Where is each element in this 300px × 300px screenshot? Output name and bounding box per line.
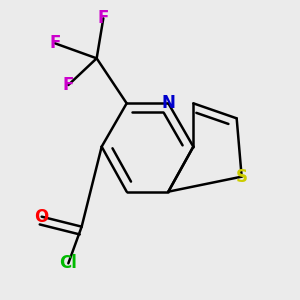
Text: N: N <box>161 94 175 112</box>
Text: O: O <box>34 208 49 226</box>
Text: F: F <box>49 34 61 52</box>
Text: F: F <box>98 9 109 27</box>
Text: F: F <box>63 76 74 94</box>
Text: Cl: Cl <box>59 254 77 272</box>
Text: S: S <box>236 168 248 186</box>
